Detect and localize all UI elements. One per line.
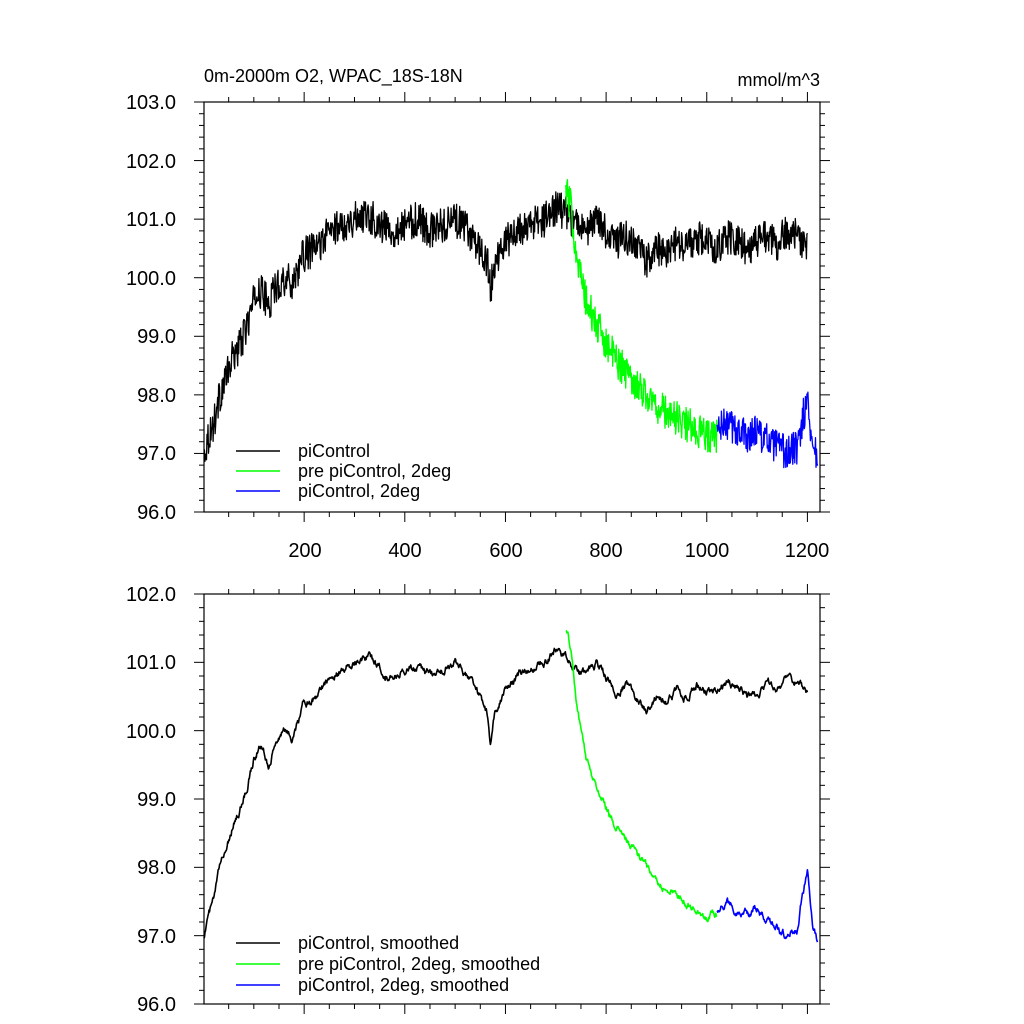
x-tick-label: 1200 — [785, 540, 830, 562]
legend-label-picontrol-smoothed: piControl, smoothed — [298, 933, 459, 953]
legend-label-pre-picontrol-2deg-smoothed: pre piControl, 2deg, smoothed — [298, 954, 540, 974]
top-panel: 0m-2000m O2, WPAC_18S-18N mmol/m^3 96.0 … — [126, 66, 830, 562]
bottom-series-layer — [203, 629, 819, 943]
x-tick-label: 400 — [388, 540, 421, 562]
top-legend: piControl pre piControl, 2deg piControl,… — [236, 441, 451, 501]
bottom-legend: piControl, smoothed pre piControl, 2deg,… — [236, 933, 540, 995]
top-y-tick-labels: 96.0 97.0 98.0 99.0 100.0 101.0 102.0 10… — [126, 92, 176, 524]
y-tick-label: 102.0 — [126, 584, 176, 606]
x-tick-label: 600 — [489, 540, 522, 562]
x-tick-label: 1000 — [685, 540, 730, 562]
series-line-picontrol-2deg-smoothed — [716, 869, 819, 943]
series-line-pre-picontrol-2deg — [565, 178, 718, 453]
x-tick-label: 200 — [288, 540, 321, 562]
y-tick-label: 97.0 — [137, 443, 176, 465]
top-plot-frame — [203, 101, 821, 513]
bottom-plot-frame — [203, 593, 821, 1005]
series-line-picontrol-smoothed — [203, 647, 809, 939]
legend-label-pre-picontrol-2deg: pre piControl, 2deg — [298, 461, 451, 481]
legend-label-picontrol: piControl — [298, 441, 370, 461]
bottom-y-tick-labels: 96.0 97.0 98.0 99.0 100.0 101.0 102.0 — [126, 584, 176, 1016]
y-tick-label: 98.0 — [137, 385, 176, 407]
legend-label-picontrol-2deg-smoothed: piControl, 2deg, smoothed — [298, 975, 509, 995]
y-tick-label: 101.0 — [126, 209, 176, 231]
y-tick-label: 100.0 — [126, 268, 176, 290]
series-line-pre-picontrol-2deg-smoothed — [565, 629, 718, 923]
units-label: mmol/m^3 — [738, 70, 820, 90]
bottom-tick-layer — [194, 584, 830, 1014]
series-line-picontrol-2deg — [716, 391, 819, 469]
y-tick-label: 101.0 — [126, 652, 176, 674]
top-x-tick-labels: 200 400 600 800 1000 1200 — [288, 540, 829, 562]
legend-label-picontrol-2deg: piControl, 2deg — [298, 481, 420, 501]
y-tick-label: 96.0 — [137, 502, 176, 524]
y-tick-label: 97.0 — [137, 926, 176, 948]
y-tick-label: 103.0 — [126, 92, 176, 114]
y-tick-label: 102.0 — [126, 151, 176, 173]
top-tick-layer — [194, 92, 830, 522]
y-tick-label: 100.0 — [126, 721, 176, 743]
x-tick-label: 800 — [589, 540, 622, 562]
top-series-layer — [203, 178, 819, 469]
y-tick-label: 96.0 — [137, 994, 176, 1016]
bottom-panel: 96.0 97.0 98.0 99.0 100.0 101.0 102.0 pi… — [126, 584, 830, 1016]
y-tick-label: 99.0 — [137, 789, 176, 811]
chart-title: 0m-2000m O2, WPAC_18S-18N — [204, 66, 463, 87]
series-line-picontrol — [203, 191, 809, 462]
y-tick-label: 98.0 — [137, 857, 176, 879]
y-tick-label: 99.0 — [137, 326, 176, 348]
